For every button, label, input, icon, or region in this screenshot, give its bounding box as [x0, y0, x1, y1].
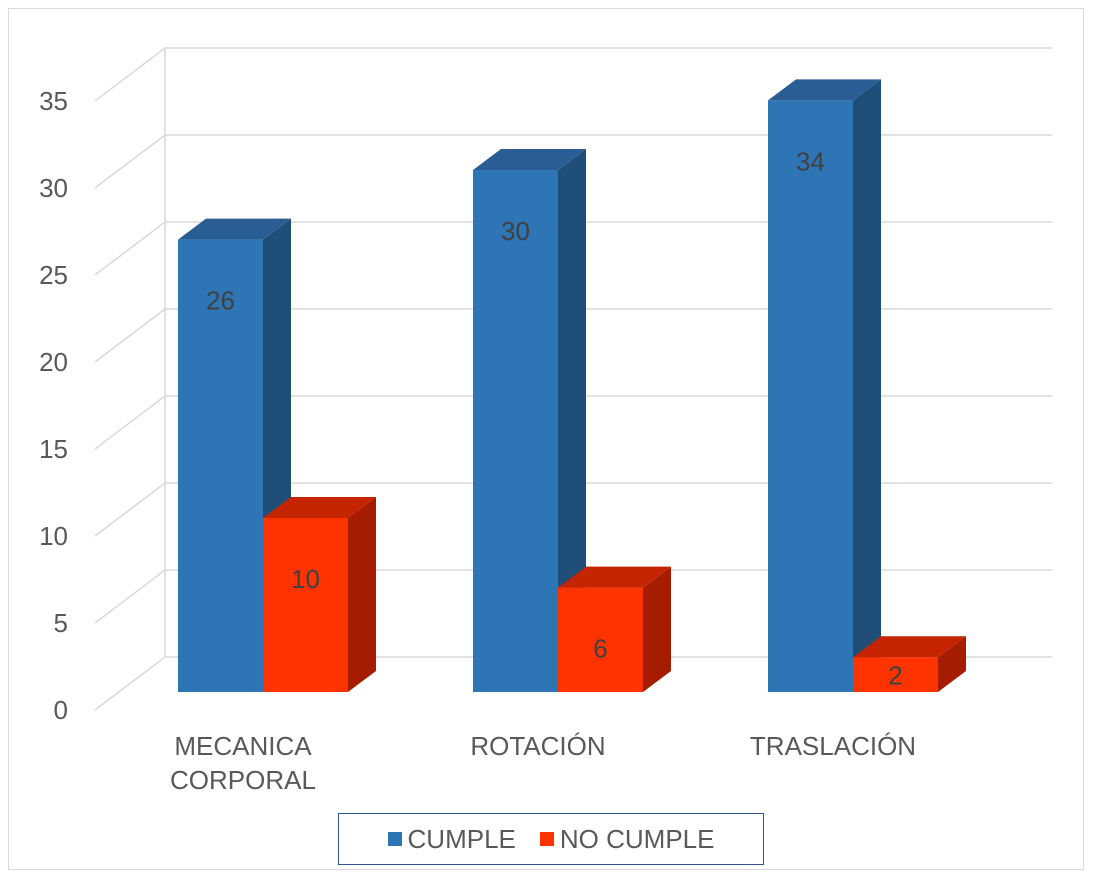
gridline-side-30 — [94, 134, 166, 189]
bar-top-no-cumple-2 — [853, 636, 966, 658]
legend: CUMPLE NO CUMPLE — [338, 813, 764, 865]
bar-side-no-cumple-2 — [938, 636, 966, 692]
y-tick-label-30: 30 — [39, 173, 68, 203]
bar-top-no-cumple-1 — [558, 566, 671, 588]
data-label-cumple-0: 26 — [206, 286, 235, 316]
y-tick-label-10: 10 — [39, 521, 68, 551]
bar-no-cumple-1 — [558, 587, 643, 692]
gridline-side-10 — [94, 482, 166, 537]
data-label-no-cumple-1: 6 — [593, 634, 607, 664]
legend-swatch-no-cumple — [539, 832, 554, 846]
data-label-cumple-1: 30 — [501, 216, 530, 246]
y-tick-label-35: 35 — [39, 86, 68, 116]
gridline-side-5 — [94, 569, 166, 624]
bar-top-no-cumple-0 — [263, 497, 376, 518]
bar-side-cumple-1 — [558, 149, 586, 692]
legend-item-cumple: CUMPLE — [387, 823, 516, 855]
bar-no-cumple-2 — [853, 657, 938, 692]
bar-cumple-1 — [473, 170, 558, 692]
gridline-side-35 — [94, 47, 166, 102]
y-tick-label-20: 20 — [39, 347, 68, 377]
legend-item-no-cumple: NO CUMPLE — [539, 823, 715, 855]
data-label-no-cumple-0: 10 — [291, 564, 320, 594]
gridline-side-0 — [94, 656, 166, 711]
legend-swatch-cumple — [387, 832, 402, 846]
category-label-2-line-0: TRASLACIÓN — [750, 731, 916, 761]
gridline-side-25 — [94, 221, 166, 276]
data-label-no-cumple-2: 2 — [888, 661, 902, 691]
bar-side-no-cumple-1 — [643, 566, 671, 692]
gridline-side-15 — [94, 395, 166, 450]
legend-label-no-cumple: NO CUMPLE — [559, 823, 715, 854]
bar-side-cumple-2 — [853, 79, 881, 692]
bar-no-cumple-0 — [263, 518, 348, 692]
gridline-side-20 — [94, 308, 166, 363]
y-tick-label-25: 25 — [39, 260, 68, 290]
data-label-cumple-2: 34 — [796, 146, 825, 176]
y-tick-label-5: 5 — [54, 608, 68, 638]
category-label-0-line-1: CORPORAL — [170, 765, 316, 795]
bar-side-no-cumple-0 — [348, 497, 376, 692]
bar-top-cumple-2 — [768, 79, 881, 101]
y-tick-label-0: 0 — [54, 695, 68, 725]
category-label-1-line-0: ROTACIÓN — [470, 731, 605, 761]
category-label-0-line-0: MECANICA — [174, 731, 312, 761]
bar-cumple-2 — [768, 100, 853, 692]
bar-top-cumple-1 — [473, 149, 586, 170]
y-tick-label-15: 15 — [39, 434, 68, 464]
bar-cumple-0 — [178, 239, 263, 692]
legend-label-cumple: CUMPLE — [407, 823, 516, 854]
bar-top-cumple-0 — [178, 218, 291, 240]
